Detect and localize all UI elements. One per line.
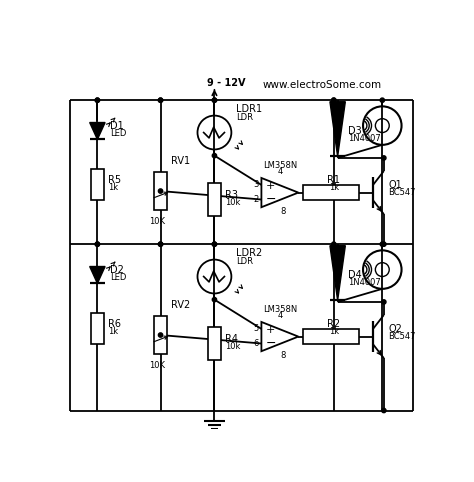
Text: R5: R5	[108, 175, 121, 185]
Circle shape	[158, 98, 163, 102]
Text: D2: D2	[109, 265, 124, 275]
Text: Q2: Q2	[389, 324, 402, 334]
Text: 10K: 10K	[149, 361, 164, 370]
Text: 8: 8	[280, 351, 286, 361]
Circle shape	[158, 98, 163, 102]
Circle shape	[212, 242, 217, 246]
Text: BC547: BC547	[389, 188, 416, 197]
Text: R3: R3	[225, 190, 238, 200]
Text: RV1: RV1	[171, 156, 191, 166]
Text: LDR2: LDR2	[236, 248, 262, 258]
Bar	[91, 313, 103, 344]
Bar	[155, 316, 167, 354]
Bar	[155, 172, 167, 210]
Text: 1k: 1k	[108, 184, 118, 192]
Circle shape	[382, 300, 386, 304]
Bar	[91, 170, 103, 201]
Text: −: −	[265, 193, 276, 206]
Circle shape	[95, 242, 100, 246]
Circle shape	[95, 242, 100, 246]
Circle shape	[332, 98, 336, 102]
Circle shape	[212, 98, 217, 102]
Circle shape	[158, 333, 163, 337]
Text: 3: 3	[253, 180, 258, 189]
Text: RV2: RV2	[171, 300, 191, 310]
Circle shape	[332, 242, 336, 246]
Bar	[208, 183, 220, 215]
Text: R6: R6	[108, 319, 121, 329]
Text: −: −	[265, 337, 276, 350]
Text: 1k: 1k	[329, 327, 339, 336]
Text: 10k: 10k	[225, 342, 241, 351]
Text: D1: D1	[109, 120, 123, 131]
Circle shape	[95, 98, 100, 102]
Text: LDR1: LDR1	[236, 105, 262, 114]
Text: 1k: 1k	[108, 327, 118, 336]
Circle shape	[332, 98, 336, 102]
Text: 9 - 12V: 9 - 12V	[207, 78, 245, 88]
Circle shape	[212, 153, 217, 158]
Text: 10K: 10K	[149, 216, 164, 226]
Text: D3: D3	[348, 126, 362, 136]
Text: LDR: LDR	[236, 256, 253, 266]
Text: D4: D4	[348, 270, 362, 280]
Text: 6: 6	[253, 339, 258, 348]
Text: LM358N: LM358N	[263, 161, 297, 170]
Circle shape	[212, 98, 217, 102]
Text: LED: LED	[109, 273, 126, 282]
Text: 1N4007: 1N4007	[348, 278, 381, 287]
Circle shape	[382, 242, 386, 246]
Text: 4: 4	[277, 311, 283, 321]
Text: LDR: LDR	[236, 113, 253, 121]
Text: 1N4007: 1N4007	[348, 134, 381, 143]
Text: R1: R1	[327, 175, 340, 185]
Circle shape	[95, 98, 100, 102]
Circle shape	[382, 408, 386, 413]
Text: 8: 8	[280, 207, 286, 216]
Text: 1k: 1k	[329, 184, 339, 192]
Text: BC547: BC547	[389, 332, 416, 341]
Bar	[208, 327, 220, 360]
Circle shape	[212, 297, 217, 302]
Circle shape	[380, 98, 384, 102]
Polygon shape	[90, 267, 105, 283]
Circle shape	[158, 242, 163, 246]
Text: 7: 7	[301, 332, 307, 341]
Text: R4: R4	[225, 334, 238, 344]
Text: +: +	[266, 181, 275, 191]
Text: 10k: 10k	[225, 198, 241, 207]
Text: 4: 4	[277, 167, 283, 176]
Text: +: +	[266, 325, 275, 335]
Polygon shape	[330, 246, 346, 300]
Text: R2: R2	[327, 319, 340, 329]
Polygon shape	[330, 102, 346, 156]
Bar	[303, 329, 359, 344]
Circle shape	[212, 242, 217, 246]
Polygon shape	[90, 122, 105, 139]
Circle shape	[380, 242, 384, 246]
Bar	[303, 185, 359, 201]
Text: 1: 1	[301, 188, 307, 197]
Text: 2: 2	[253, 195, 258, 204]
Text: LM358N: LM358N	[263, 305, 297, 314]
Text: www.electroSome.com: www.electroSome.com	[263, 80, 382, 90]
Circle shape	[382, 156, 386, 160]
Text: LED: LED	[109, 129, 126, 138]
Text: Q1: Q1	[389, 180, 402, 190]
Circle shape	[158, 189, 163, 193]
Circle shape	[158, 242, 163, 246]
Text: 5: 5	[253, 324, 258, 334]
